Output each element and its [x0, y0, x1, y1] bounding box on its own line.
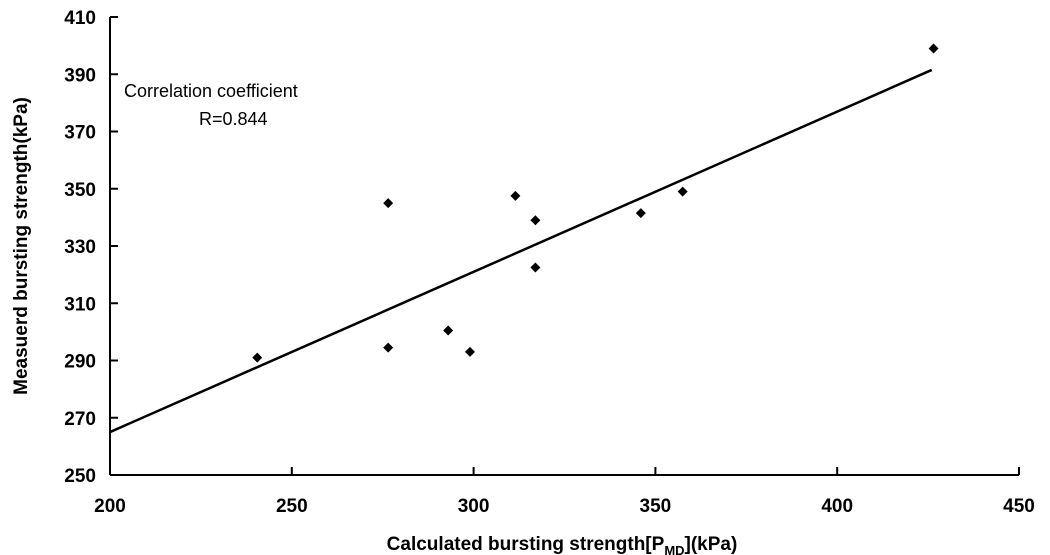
axis-ticks: 250 270 290 310 330 350 370 390 410 200 250 300 350 4… [64, 8, 1035, 517]
y-tick-label: 390 [64, 65, 96, 86]
data-point [677, 186, 688, 197]
x-tick-label: 350 [640, 496, 672, 517]
y-tick-label: 410 [64, 8, 96, 29]
y-tick-label: 370 [64, 123, 96, 144]
x-tick-label: 200 [94, 496, 126, 517]
data-points [252, 43, 939, 363]
x-tick-label: 400 [821, 496, 853, 517]
x-tick-label: 300 [458, 496, 490, 517]
data-point [383, 198, 394, 209]
y-tick-label: 350 [64, 180, 96, 201]
y-tick-label: 270 [64, 409, 96, 430]
annotation-line-2: R=0.844 [199, 109, 268, 129]
y-tick-label: 330 [64, 237, 96, 258]
y-tick-label: 250 [64, 466, 96, 487]
data-point [464, 346, 475, 357]
x-tick-label: 250 [276, 496, 308, 517]
annotation-line-1: Correlation coefficient [124, 81, 298, 101]
x-axis-title: Calculated bursting strength[PMD](kPa) [387, 534, 738, 555]
data-point [530, 215, 541, 226]
data-point [252, 352, 263, 363]
data-point [443, 325, 454, 336]
y-tick-label: 290 [64, 352, 96, 373]
y-tick-label: 310 [64, 294, 96, 315]
y-axis-title: Measuerd bursting strength(kPa) [11, 97, 32, 395]
data-point [530, 262, 541, 273]
data-point [383, 342, 394, 353]
data-point [928, 43, 939, 54]
data-point [635, 208, 646, 219]
data-point [510, 190, 521, 201]
trendline [109, 68, 933, 434]
x-tick-label: 450 [1003, 496, 1035, 517]
